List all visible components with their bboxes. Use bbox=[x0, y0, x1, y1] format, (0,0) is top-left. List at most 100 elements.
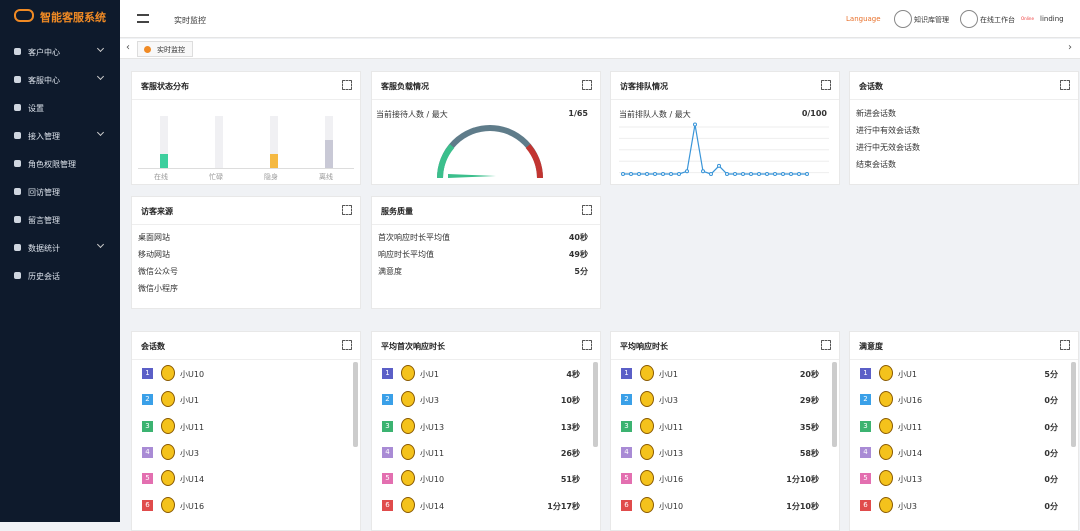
expand-icon[interactable] bbox=[821, 340, 831, 350]
expand-icon[interactable] bbox=[582, 205, 592, 215]
menu-item[interactable]: 回访管理 bbox=[28, 188, 60, 197]
rank-badge: 6 bbox=[382, 499, 393, 511]
avatar bbox=[640, 365, 654, 381]
agent-value: 0分 bbox=[1044, 448, 1058, 458]
tab-dot bbox=[144, 46, 151, 53]
card: 服务质量 首次响应时长平均值 40秒 响应时长平均值 49秒 满意度 5分 bbox=[371, 196, 601, 309]
expand-icon[interactable] bbox=[582, 340, 592, 350]
menu-icon bbox=[14, 216, 21, 223]
expand-icon[interactable] bbox=[1060, 340, 1070, 350]
card-title: 服务质量 bbox=[372, 197, 600, 225]
agent-value: 13秒 bbox=[560, 422, 580, 432]
avatar bbox=[161, 365, 175, 381]
tab[interactable]: 实时监控 bbox=[137, 41, 193, 57]
menu-icon bbox=[14, 160, 21, 167]
gauge bbox=[437, 125, 543, 179]
quality-value: 49秒 bbox=[568, 250, 588, 259]
card-title: 访客来源 bbox=[132, 197, 360, 225]
menu-item[interactable]: 客户中心 bbox=[28, 48, 60, 57]
kb-link[interactable]: 知识库管理 bbox=[914, 16, 949, 24]
queue-point bbox=[701, 169, 705, 174]
queue-point bbox=[621, 172, 625, 176]
queue-point bbox=[685, 169, 689, 174]
rank-badge: 1 bbox=[142, 368, 153, 379]
avatar bbox=[401, 417, 415, 434]
card-title: 平均首次响应时长 bbox=[372, 332, 600, 360]
menu-item[interactable]: 数据统计 bbox=[28, 244, 60, 253]
menu-item[interactable]: 客服中心 bbox=[28, 76, 60, 85]
agent-value: 1分17秒 bbox=[547, 501, 580, 511]
expand-icon[interactable] bbox=[342, 80, 352, 90]
queue-point bbox=[765, 172, 769, 176]
avatar bbox=[401, 496, 415, 513]
agent-value: 58秒 bbox=[799, 448, 819, 458]
gauge-green bbox=[437, 144, 455, 179]
agent-name: 小U13 bbox=[898, 475, 923, 485]
menu-icon bbox=[14, 104, 21, 111]
avatar bbox=[879, 496, 893, 513]
rank-badge: 5 bbox=[382, 473, 393, 485]
menu-toggle[interactable] bbox=[137, 14, 149, 23]
queue-point bbox=[653, 172, 657, 176]
expand-icon[interactable] bbox=[582, 80, 592, 90]
rank-badge: 5 bbox=[142, 473, 153, 485]
card: 客服负载情况 当前接待人数 / 最大 1/65 bbox=[371, 71, 601, 185]
ws-link[interactable]: 在线工作台 bbox=[980, 16, 1015, 24]
tab-prev[interactable]: ‹ bbox=[126, 42, 130, 53]
card-title: 会话数 bbox=[850, 72, 1078, 100]
avatar bbox=[640, 496, 654, 513]
queue-point bbox=[717, 163, 721, 168]
queue-point bbox=[773, 172, 777, 176]
breadcrumb[interactable]: 实时监控 bbox=[174, 16, 206, 25]
axis bbox=[138, 168, 354, 169]
queue-value: 0/100 bbox=[801, 109, 827, 118]
session-item: 结束会话数 bbox=[856, 160, 896, 169]
avatar bbox=[640, 417, 654, 434]
avatar bbox=[161, 496, 175, 513]
queue-point bbox=[749, 172, 753, 176]
queue-point bbox=[629, 172, 633, 176]
menu-item[interactable]: 设置 bbox=[28, 104, 44, 113]
queue-point bbox=[781, 172, 785, 176]
menu-item[interactable]: 历史会话 bbox=[28, 272, 60, 281]
agent-name: 小U1 bbox=[180, 396, 199, 406]
session-item: 进行中无效会话数 bbox=[856, 143, 920, 152]
quality-label: 首次响应时长平均值 bbox=[378, 233, 450, 242]
menu-icon bbox=[14, 272, 21, 279]
user-status: Online bbox=[1021, 16, 1034, 21]
menu-item[interactable]: 角色权限管理 bbox=[28, 160, 76, 169]
menu-item[interactable]: 接入管理 bbox=[28, 132, 60, 141]
agent-value: 0分 bbox=[1044, 501, 1058, 511]
card: 满意度 1 小U1 5分 2 小U16 0分 3 小U11 0分 4 小U14 0分 5 小U13 0分 6 小U… bbox=[849, 331, 1079, 531]
avatar bbox=[161, 470, 175, 487]
agent-name: 小U10 bbox=[659, 501, 684, 511]
quality-value: 40秒 bbox=[568, 233, 588, 242]
menu-icon bbox=[14, 244, 21, 251]
expand-icon[interactable] bbox=[342, 205, 352, 215]
card-title: 客服负载情况 bbox=[372, 72, 600, 100]
ws-icon bbox=[960, 10, 978, 28]
source-item: 移动网站 bbox=[138, 250, 170, 259]
session-item: 新进会话数 bbox=[856, 109, 896, 118]
user-name[interactable]: linding bbox=[1040, 15, 1064, 23]
card-title: 平均响应时长 bbox=[611, 332, 839, 360]
avatar bbox=[879, 417, 893, 434]
queue-point bbox=[725, 172, 729, 176]
expand-icon[interactable] bbox=[1060, 80, 1070, 90]
queue-point bbox=[789, 172, 793, 176]
rank-badge: 1 bbox=[860, 368, 871, 379]
gauge-red bbox=[525, 144, 543, 179]
avatar bbox=[640, 443, 654, 460]
avatar bbox=[879, 365, 893, 381]
expand-icon[interactable] bbox=[821, 80, 831, 90]
menu-item[interactable]: 留言管理 bbox=[28, 216, 60, 225]
avatar bbox=[401, 443, 415, 460]
card-title: 满意度 bbox=[850, 332, 1078, 360]
menu-icon bbox=[14, 188, 21, 195]
tab-next[interactable]: › bbox=[1068, 42, 1072, 53]
language[interactable]: Language bbox=[846, 15, 881, 23]
agent-name: 小U11 bbox=[180, 422, 205, 432]
agent-name: 小U16 bbox=[180, 501, 205, 511]
rank-badge: 3 bbox=[860, 420, 871, 432]
expand-icon[interactable] bbox=[342, 340, 352, 350]
